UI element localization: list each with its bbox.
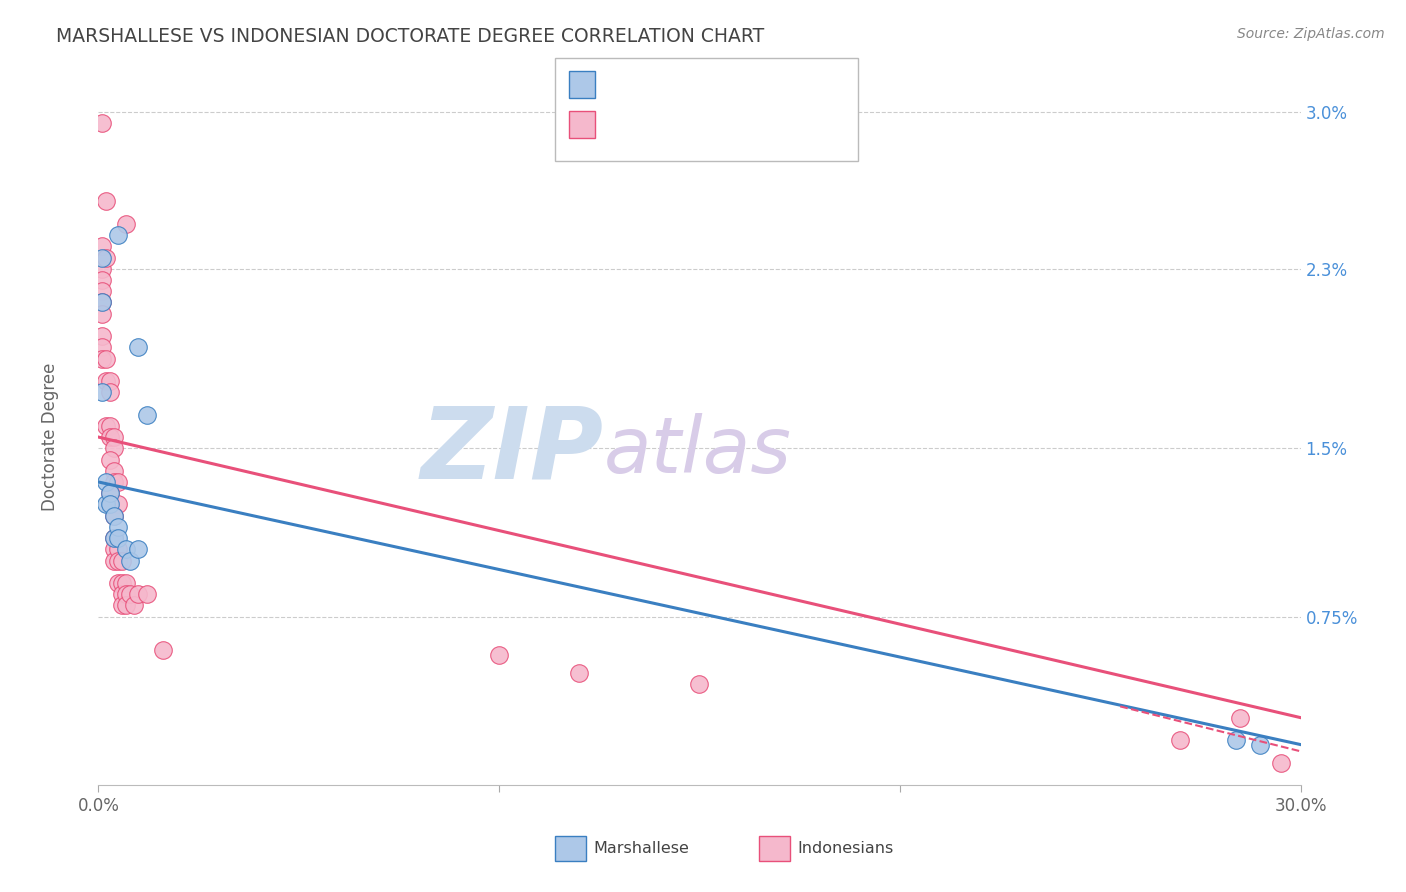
Point bbox=[107, 531, 129, 545]
Point bbox=[100, 430, 122, 444]
Point bbox=[111, 599, 134, 613]
Point bbox=[103, 531, 125, 545]
Point bbox=[96, 475, 118, 489]
Text: MARSHALLESE VS INDONESIAN DOCTORATE DEGREE CORRELATION CHART: MARSHALLESE VS INDONESIAN DOCTORATE DEGR… bbox=[56, 27, 765, 45]
Point bbox=[100, 486, 122, 500]
Point bbox=[103, 430, 125, 444]
Point bbox=[91, 261, 114, 276]
Point bbox=[689, 677, 711, 691]
Point bbox=[103, 508, 125, 523]
Text: N =: N = bbox=[721, 78, 758, 92]
Point bbox=[111, 587, 134, 601]
Point bbox=[107, 576, 129, 591]
Text: Source: ZipAtlas.com: Source: ZipAtlas.com bbox=[1237, 27, 1385, 41]
Point bbox=[115, 217, 138, 231]
Point bbox=[103, 442, 125, 456]
Point bbox=[100, 497, 122, 511]
Point bbox=[115, 587, 138, 601]
Point bbox=[96, 351, 118, 366]
Point bbox=[103, 508, 125, 523]
Point bbox=[103, 542, 125, 557]
Point bbox=[96, 194, 118, 209]
Text: 12: 12 bbox=[769, 78, 792, 92]
Point bbox=[488, 648, 510, 662]
Text: Marshallese: Marshallese bbox=[593, 841, 689, 855]
Point bbox=[115, 542, 138, 557]
Point bbox=[107, 475, 129, 489]
Point bbox=[96, 497, 118, 511]
Point bbox=[91, 340, 114, 354]
Point bbox=[100, 497, 122, 511]
Text: Doctorate Degree: Doctorate Degree bbox=[41, 363, 59, 511]
Point bbox=[107, 553, 129, 567]
Point bbox=[100, 385, 122, 400]
Point bbox=[91, 239, 114, 253]
Point bbox=[91, 295, 114, 310]
Point bbox=[128, 587, 150, 601]
Point bbox=[115, 599, 138, 613]
Point bbox=[91, 295, 114, 310]
Point bbox=[103, 553, 125, 567]
Point bbox=[91, 273, 114, 287]
Point bbox=[103, 475, 125, 489]
Point bbox=[107, 520, 129, 534]
Point bbox=[107, 228, 129, 243]
Point bbox=[1225, 733, 1247, 747]
Point bbox=[100, 486, 122, 500]
Point bbox=[91, 284, 114, 298]
Point bbox=[111, 553, 134, 567]
Point bbox=[120, 553, 142, 567]
Point bbox=[1250, 738, 1272, 752]
Point bbox=[100, 418, 122, 433]
Text: atlas: atlas bbox=[603, 413, 792, 489]
Point bbox=[124, 599, 146, 613]
Point bbox=[128, 340, 150, 354]
Point bbox=[96, 374, 118, 388]
Text: R =: R = bbox=[605, 118, 640, 132]
Point bbox=[96, 418, 118, 433]
Point bbox=[107, 497, 129, 511]
Text: 54: 54 bbox=[769, 118, 792, 132]
Point bbox=[91, 307, 114, 321]
Point bbox=[120, 587, 142, 601]
Point bbox=[111, 576, 134, 591]
Point bbox=[91, 251, 114, 265]
Text: ZIP: ZIP bbox=[420, 402, 603, 500]
Point bbox=[135, 408, 157, 422]
Point bbox=[91, 385, 114, 400]
Text: R =: R = bbox=[605, 78, 640, 92]
Point bbox=[91, 351, 114, 366]
Point bbox=[100, 452, 122, 467]
Text: -0.320: -0.320 bbox=[654, 118, 711, 132]
Point bbox=[128, 542, 150, 557]
Text: Indonesians: Indonesians bbox=[797, 841, 893, 855]
Point bbox=[107, 542, 129, 557]
Point bbox=[96, 251, 118, 265]
Point bbox=[103, 531, 125, 545]
Point bbox=[91, 329, 114, 343]
Point bbox=[152, 643, 174, 657]
Point bbox=[91, 116, 114, 130]
Text: N =: N = bbox=[721, 118, 758, 132]
Point bbox=[103, 464, 125, 478]
Point bbox=[100, 374, 122, 388]
Point bbox=[115, 576, 138, 591]
Point bbox=[135, 587, 157, 601]
Point bbox=[1170, 733, 1192, 747]
Point bbox=[1229, 711, 1251, 725]
Point bbox=[568, 665, 591, 680]
Text: -0.319: -0.319 bbox=[654, 78, 711, 92]
Point bbox=[1270, 756, 1292, 770]
